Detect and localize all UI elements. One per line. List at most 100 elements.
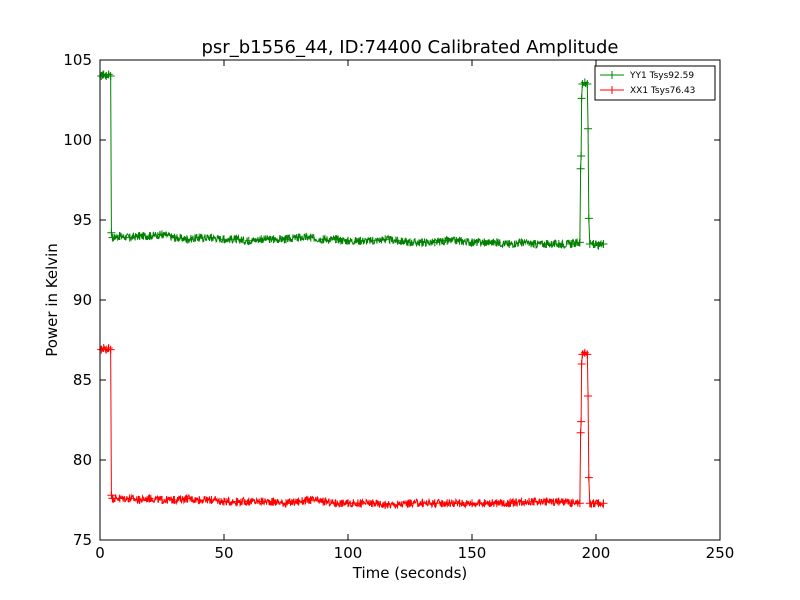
data-point [220,497,228,506]
y-tick-label: 85 [73,371,92,389]
data-point [319,497,328,506]
data-point [107,491,116,500]
data-point [599,499,608,508]
data-point [381,235,390,244]
data-point [530,497,538,506]
data-point [232,235,241,244]
data-point [306,233,315,242]
data-point [158,230,166,239]
data-point [599,240,608,248]
data-point [108,494,117,503]
data-point [505,240,514,248]
data-point [589,240,598,248]
data-point [244,236,253,245]
data-point [567,240,576,248]
data-point [577,417,586,426]
data-point [115,232,124,240]
data-point [443,499,452,508]
data-point [356,499,365,508]
data-point [443,236,452,245]
data-point [418,499,427,508]
y-tick-label: 80 [73,451,92,469]
data-point [517,497,526,506]
data-point [517,238,526,247]
data-point [406,238,414,247]
data-point [115,494,124,503]
data-point [542,240,551,248]
data-point [106,72,115,80]
data-point [554,240,563,248]
data-point [104,344,113,352]
series-line-1 [100,345,604,509]
y-tick-label: 95 [73,211,92,229]
data-point [306,496,315,504]
data-point [158,496,166,504]
data-point [554,497,563,506]
data-point [468,499,476,508]
data-point [331,235,340,244]
data-point [577,94,586,103]
y-tick-label: 90 [73,291,92,309]
data-point [583,80,592,88]
data-point [584,124,593,133]
data-point [108,233,117,242]
data-point [393,500,402,509]
data-point [269,235,278,244]
data-point [344,499,352,508]
data-point [294,233,303,242]
data-point [294,497,303,506]
x-tick-label: 150 [458,544,487,562]
data-point [257,235,266,244]
data-point [530,240,538,248]
data-point [480,238,489,247]
x-tick-label: 50 [214,544,233,562]
data-point [195,233,204,242]
data-point [135,496,144,504]
y-tick-label: 105 [63,51,92,69]
data-point [125,233,134,242]
data-point [455,499,464,508]
data-point [106,345,115,354]
data-point [331,499,340,508]
data-point [393,236,402,245]
data-point [135,232,144,240]
plot-area [97,70,608,509]
y-tick-label: 75 [73,531,92,549]
data-point [575,238,584,247]
legend-marker-yy1 [608,71,616,79]
y-axis-label: Power in Kelvin [43,243,61,357]
data-point [480,499,489,508]
data-point [584,473,593,482]
data-point [170,233,179,242]
x-tick-label: 200 [582,544,611,562]
data-point [207,496,216,504]
data-point [244,497,253,506]
data-point [576,428,585,437]
data-point [577,152,586,160]
data-point [418,238,427,247]
data-point [584,214,593,223]
data-point [232,497,241,506]
data-point [455,236,464,245]
data-point [282,235,290,244]
data-point [282,499,290,508]
data-point [430,499,439,508]
data-point [577,360,586,368]
data-point [505,499,514,508]
data-point [542,497,551,506]
legend-entry-xx1: XX1 Tsys76.43 [600,86,695,96]
data-point [182,494,191,503]
legend-box [594,65,716,101]
data-point [182,235,191,244]
data-point [195,496,204,504]
data-point [406,499,414,508]
data-point [257,497,266,506]
data-point [575,499,584,508]
data-point [368,499,377,508]
legend-label-yy1: YY1 Tsys92.59 [629,71,694,81]
data-point [207,233,216,242]
data-point [583,350,592,359]
legend-marker-xx1 [608,86,616,94]
legend: YY1 Tsys92.59 XX1 Tsys76.43 [594,65,716,101]
axis-ticks: 0 50 100 150 200 250 75 80 85 90 95 100 105 [63,51,734,562]
